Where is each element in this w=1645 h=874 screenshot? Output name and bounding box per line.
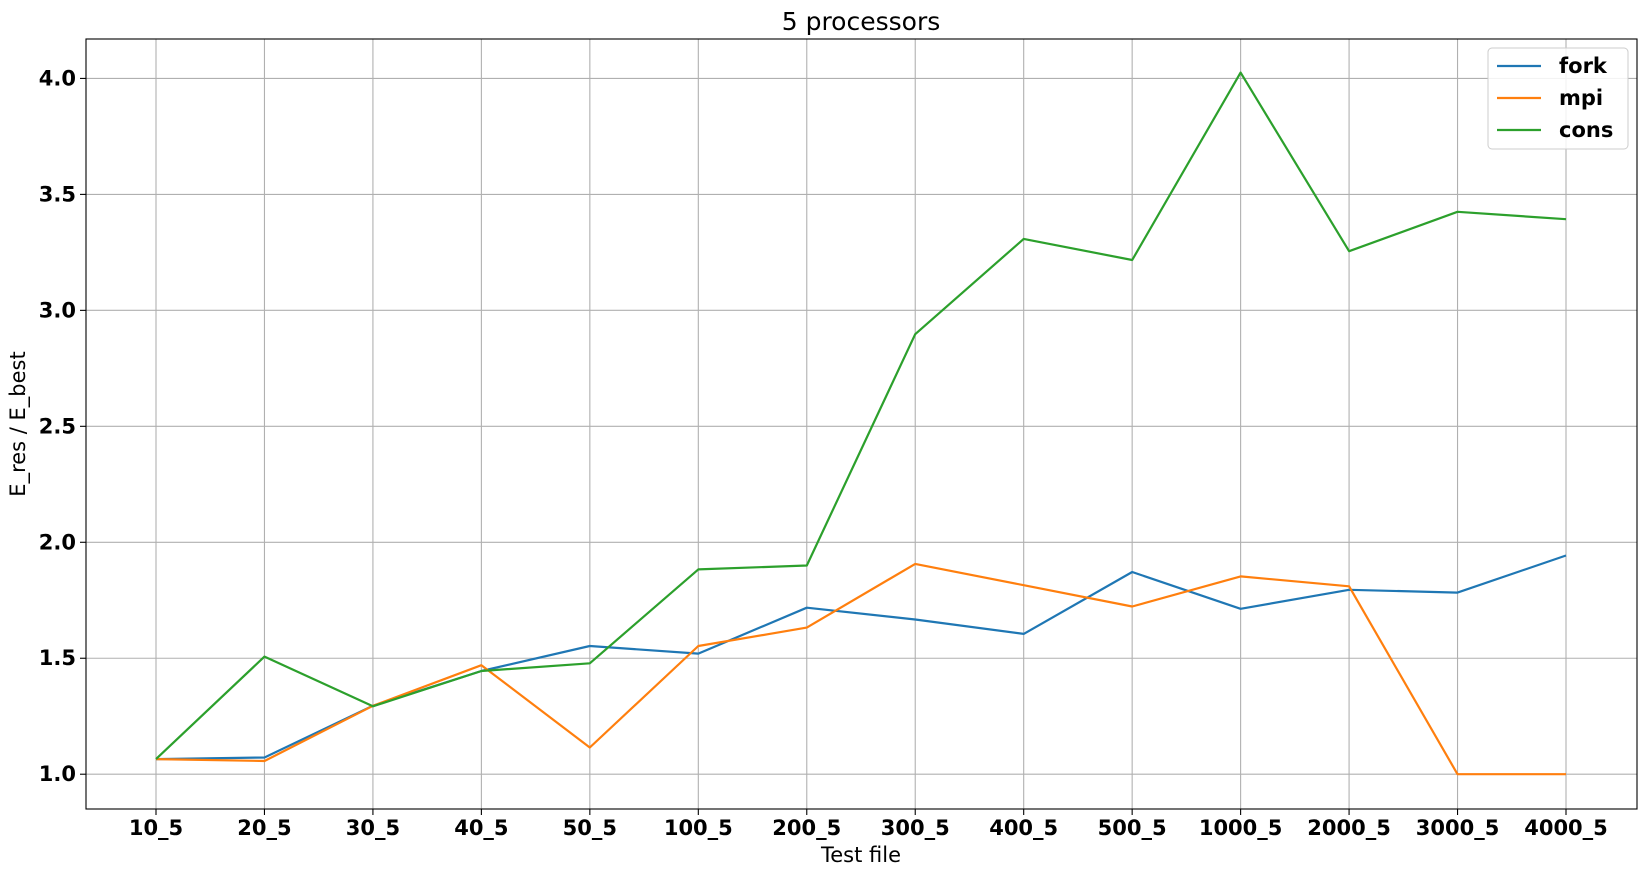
series-line-cons bbox=[155, 71, 1567, 760]
x-tick-label: 400_5 bbox=[989, 816, 1058, 840]
y-axis-label: E_res / E_best bbox=[6, 351, 31, 496]
y-tick-label: 3.0 bbox=[39, 298, 76, 322]
legend-label-fork: fork bbox=[1559, 54, 1608, 78]
x-tick-label: 30_5 bbox=[346, 816, 400, 840]
x-tick-label: 200_5 bbox=[772, 816, 841, 840]
series-layer bbox=[155, 71, 1567, 776]
y-tick-label: 3.5 bbox=[39, 182, 76, 206]
x-tick-label: 1000_5 bbox=[1199, 816, 1283, 840]
ticks-layer: 10_5 20_5 30_5 40_5 50_5 100_5 200_5 300_5 400_5… bbox=[39, 66, 1608, 840]
y-tick-label: 2.0 bbox=[39, 530, 76, 554]
x-tick-label: 300_5 bbox=[881, 816, 950, 840]
x-tick-label: 2000_5 bbox=[1307, 816, 1391, 840]
x-tick-label: 4000_5 bbox=[1524, 816, 1608, 840]
y-tick-label: 2.5 bbox=[39, 414, 76, 438]
legend-items: fork mpi cons bbox=[1497, 54, 1613, 142]
grid-layer bbox=[86, 39, 1637, 809]
x-tick-label: 50_5 bbox=[563, 816, 617, 840]
legend-box bbox=[1487, 47, 1629, 150]
x-tick-label: 3000_5 bbox=[1416, 816, 1500, 840]
legend: fork mpi cons bbox=[1487, 47, 1629, 150]
legend-label-mpi: mpi bbox=[1559, 86, 1603, 110]
series-line-mpi bbox=[155, 562, 1566, 776]
x-tick-label: 100_5 bbox=[664, 816, 733, 840]
x-tick-label: 20_5 bbox=[237, 816, 291, 840]
y-tick-label: 4.0 bbox=[39, 66, 76, 90]
x-tick-label: 40_5 bbox=[454, 816, 508, 840]
series-line-fork bbox=[155, 554, 1567, 761]
legend-label-cons: cons bbox=[1559, 118, 1613, 142]
x-axis-label: Test file bbox=[820, 843, 901, 867]
x-tick-label: 500_5 bbox=[1098, 816, 1167, 840]
y-tick-label: 1.0 bbox=[39, 762, 76, 786]
plot-frame bbox=[85, 38, 1638, 810]
chart-title: 5 processors bbox=[782, 7, 941, 36]
y-tick-label: 1.5 bbox=[39, 646, 76, 670]
x-tick-label: 10_5 bbox=[129, 816, 183, 840]
